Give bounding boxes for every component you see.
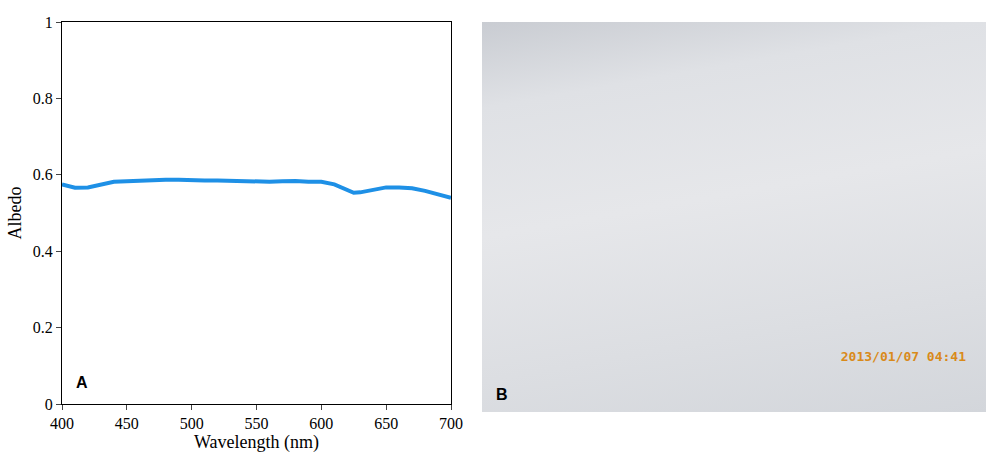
svg-text:Albedo: Albedo xyxy=(5,187,25,240)
svg-text:600: 600 xyxy=(309,415,333,432)
svg-text:650: 650 xyxy=(374,415,398,432)
svg-text:A: A xyxy=(76,374,88,391)
svg-text:700: 700 xyxy=(439,415,463,432)
svg-text:0.2: 0.2 xyxy=(33,319,53,336)
svg-text:1: 1 xyxy=(45,14,53,31)
svg-text:0.8: 0.8 xyxy=(33,90,53,107)
svg-text:450: 450 xyxy=(115,415,139,432)
svg-text:0: 0 xyxy=(45,396,53,413)
svg-text:550: 550 xyxy=(245,415,269,432)
svg-text:400: 400 xyxy=(50,415,74,432)
svg-text:Wavelength (nm): Wavelength (nm) xyxy=(194,432,319,453)
svg-text:500: 500 xyxy=(180,415,204,432)
svg-text:0.6: 0.6 xyxy=(33,166,53,183)
svg-text:0.4: 0.4 xyxy=(33,243,53,260)
html-text:2013/01/07 04:41: 2013/01/07 04:41 xyxy=(840,349,966,364)
html-text:B: B xyxy=(496,386,508,403)
